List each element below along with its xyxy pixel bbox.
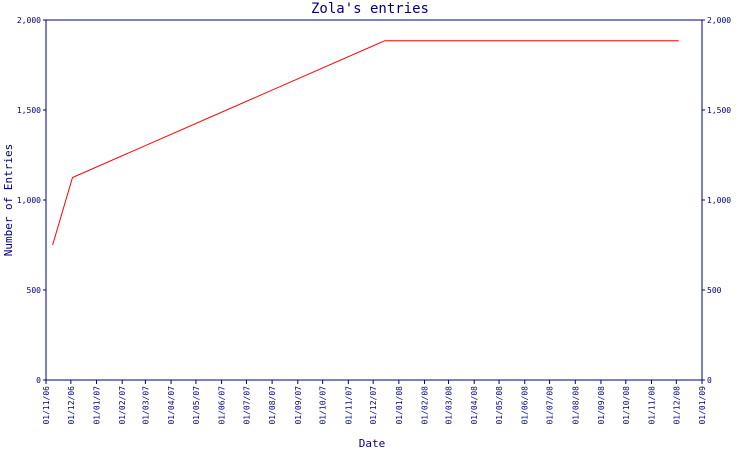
y-tick-label-right: 2,000 — [707, 16, 731, 25]
x-tick-label: 01/02/07 — [118, 386, 127, 425]
y-tick-label-right: 500 — [707, 286, 722, 295]
series-line — [52, 40, 679, 246]
y-axis-right: 0 500 1,000 1,500 2,000 — [702, 16, 731, 385]
x-axis: 01/11/06 01/12/06 01/01/07 01/02/07 01/03/07… — [42, 380, 707, 425]
plot-border — [45, 19, 703, 381]
x-tick-label: 01/04/08 — [470, 386, 479, 425]
x-tick-label: 01/11/08 — [647, 386, 656, 425]
x-tick-label: 01/12/06 — [67, 386, 76, 425]
x-tick-label: 01/09/07 — [294, 386, 303, 425]
x-tick-label: 01/07/07 — [242, 386, 251, 425]
y-tick-label-left: 2,000 — [17, 16, 41, 25]
plot-frame — [45, 19, 703, 381]
y-axis-left: 0 500 1,000 1,500 2,000 — [17, 16, 46, 385]
y-tick-label-right: 1,000 — [707, 196, 731, 205]
y-tick-label-right: 1,500 — [707, 106, 731, 115]
x-tick-label: 01/07/08 — [546, 386, 555, 425]
x-tick-label: 01/11/07 — [344, 386, 353, 425]
x-tick-label: 01/01/08 — [395, 386, 404, 425]
x-tick-label: 01/12/07 — [369, 386, 378, 425]
x-tick-label: 01/06/08 — [521, 386, 530, 425]
x-tick-label: 01/09/08 — [597, 386, 606, 425]
x-tick-label: 01/01/09 — [698, 386, 707, 425]
x-tick-label: 01/08/08 — [571, 386, 580, 425]
x-tick-label: 01/05/08 — [495, 386, 504, 425]
x-tick-label: 01/05/07 — [192, 386, 201, 425]
chart-title: Zola's entries — [311, 1, 429, 17]
x-tick-label: 01/10/08 — [622, 386, 631, 425]
x-tick-label: 01/04/07 — [167, 386, 176, 425]
series-layer — [52, 40, 679, 246]
x-tick-label: 01/10/07 — [319, 386, 328, 425]
x-tick-label: 01/02/08 — [421, 386, 430, 425]
y-tick-label-left: 1,000 — [17, 196, 41, 205]
x-tick-label: 01/12/08 — [672, 386, 681, 425]
y-tick-label-left: 500 — [27, 286, 42, 295]
y-axis-label: Number of Entries — [2, 144, 15, 257]
x-tick-label: 01/01/07 — [93, 386, 102, 425]
x-tick-label: 01/03/07 — [141, 386, 150, 425]
y-tick-label-left: 1,500 — [17, 106, 41, 115]
x-tick-label: 01/03/08 — [445, 386, 454, 425]
x-tick-label: 01/08/07 — [268, 386, 277, 425]
x-axis-label: Date — [359, 437, 386, 450]
y-tick-label-left: 0 — [36, 376, 41, 385]
x-tick-label: 01/06/07 — [218, 386, 227, 425]
y-tick-label-right: 0 — [707, 376, 712, 385]
x-tick-label: 01/11/06 — [42, 386, 51, 425]
